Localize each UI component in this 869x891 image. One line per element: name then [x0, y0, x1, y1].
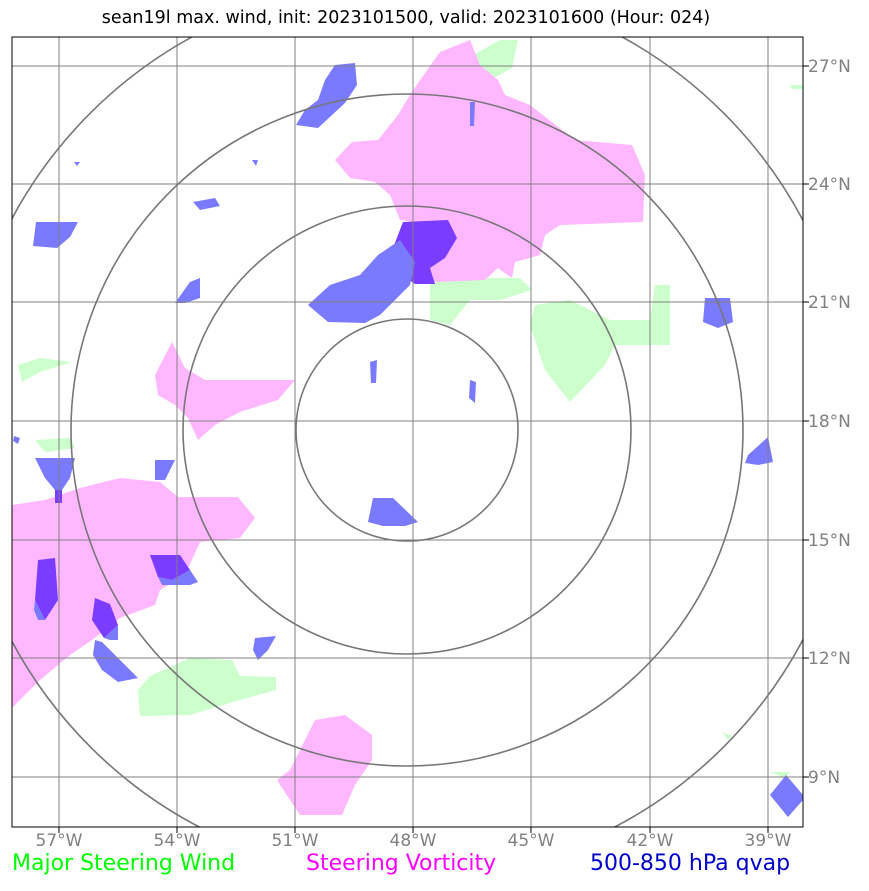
qvap-region — [470, 102, 475, 126]
lon-label: 48°W — [390, 831, 437, 851]
lon-label: 51°W — [272, 831, 319, 851]
qvap-region — [13, 436, 20, 444]
legend-steering-vorticity: Steering Vorticity — [306, 851, 497, 876]
qvap-region — [252, 160, 258, 166]
qvap-region — [93, 640, 138, 682]
map-title: sean19l max. wind, init: 2023101500, val… — [101, 8, 711, 28]
overlap-region — [35, 558, 58, 620]
lon-label: 57°W — [36, 831, 83, 851]
steering-wind-region — [790, 85, 803, 89]
steering-wind-region — [35, 438, 75, 452]
qvap-region — [35, 458, 75, 490]
qvap-region — [34, 600, 45, 620]
steering-vorticity-region — [155, 342, 295, 440]
qvap-region — [33, 222, 78, 248]
qvap-region — [745, 437, 773, 465]
qvap-region — [370, 360, 377, 383]
lat-label: 9°N — [808, 768, 840, 788]
lat-label: 15°N — [808, 531, 851, 551]
qvap-region — [104, 625, 118, 640]
lat-label: 21°N — [808, 293, 851, 313]
distance-ring — [295, 318, 519, 542]
qvap-region — [193, 198, 220, 210]
steering-wind-region — [430, 278, 532, 325]
legend-major-steering-wind: Major Steering Wind — [12, 851, 236, 876]
qvap-region — [253, 636, 276, 660]
lon-label: 42°W — [627, 831, 674, 851]
qvap-region — [155, 460, 175, 480]
lat-label: 12°N — [808, 649, 851, 669]
lat-label: 27°N — [808, 57, 851, 77]
distance-ring — [70, 93, 744, 767]
qvap-region — [308, 240, 415, 323]
qvap-region — [74, 162, 80, 166]
lat-label: 24°N — [808, 175, 851, 195]
legend-qvap: 500-850 hPa qvap — [590, 851, 791, 876]
lat-label: 18°N — [808, 412, 851, 432]
steering-wind-region — [722, 732, 732, 740]
distance-rings — [12, 37, 803, 827]
qvap-region — [158, 570, 198, 585]
overlap-region — [150, 555, 190, 580]
steering-wind-region — [18, 358, 72, 382]
steering-wind-region — [138, 658, 276, 716]
lon-label: 45°W — [508, 831, 555, 851]
qvap-region — [770, 775, 803, 817]
lon-label: 39°W — [745, 831, 792, 851]
qvap-region — [175, 278, 200, 303]
lat-lon-grid — [12, 37, 803, 827]
qvap-region — [368, 498, 418, 526]
lon-label: 54°W — [154, 831, 201, 851]
steering-wind-region — [530, 285, 670, 402]
steering-vorticity-region — [277, 715, 372, 815]
distance-ring — [182, 205, 632, 655]
qvap-region — [296, 63, 357, 128]
map-frame — [11, 36, 804, 828]
qvap-region — [469, 380, 476, 403]
overlap-region — [92, 598, 118, 638]
steering-vorticity-region — [12, 478, 255, 708]
steering-vorticity-region — [335, 40, 645, 282]
